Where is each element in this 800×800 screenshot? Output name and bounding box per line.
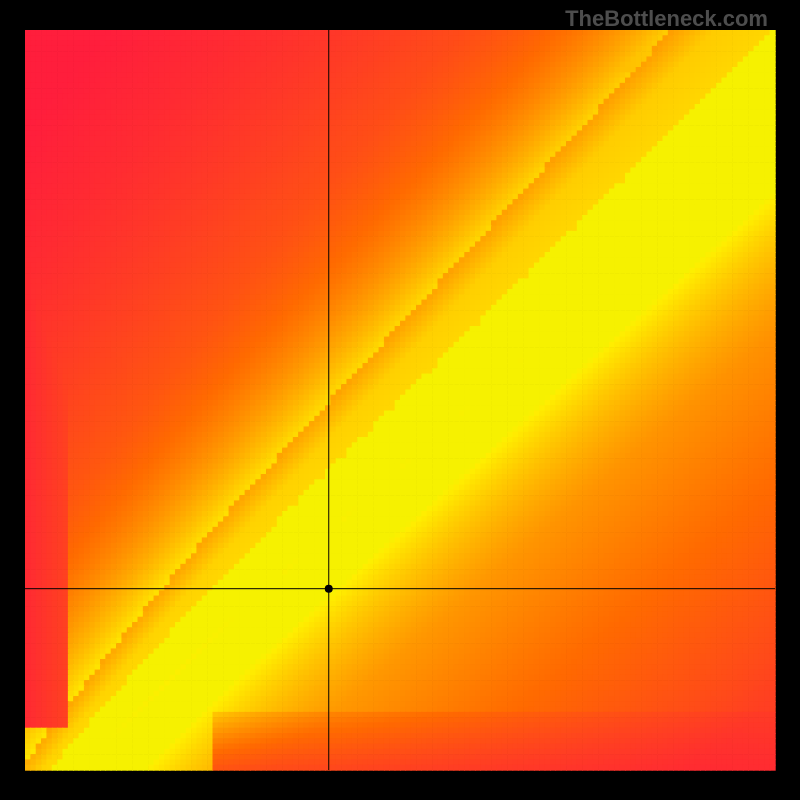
bottleneck-heatmap — [0, 0, 800, 800]
watermark-text: TheBottleneck.com — [565, 6, 768, 32]
chart-container: TheBottleneck.com — [0, 0, 800, 800]
